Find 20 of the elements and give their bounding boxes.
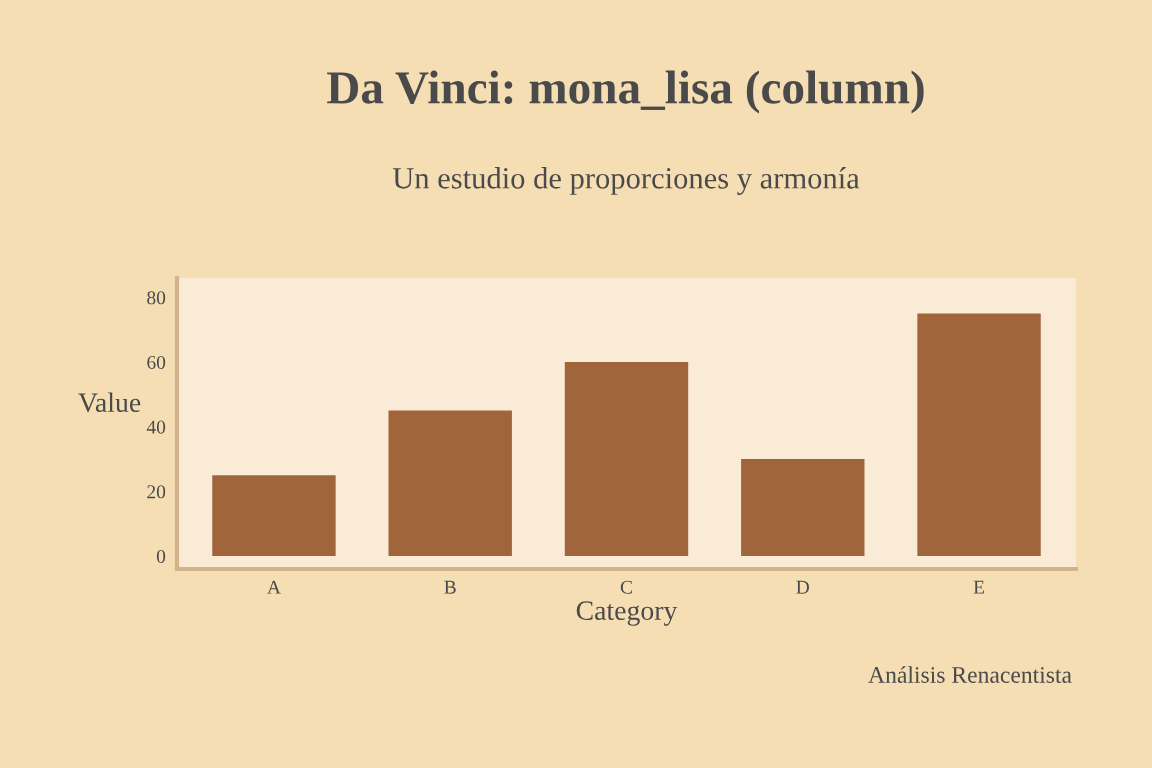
- bar: [564, 362, 689, 557]
- bar: [917, 313, 1041, 557]
- y-tick-label: 60: [147, 355, 166, 369]
- text: Análisis Renacentista: [868, 666, 1072, 683]
- x-tick-label: D: [796, 580, 810, 594]
- x-tick-label: A: [267, 580, 281, 594]
- y-tick-label: 40: [146, 420, 166, 434]
- x-axis-title: Category: [576, 601, 678, 626]
- chart-subtitle: Un estudio de proporciones y armonía: [392, 167, 860, 195]
- y-tick-label: 0: [156, 549, 166, 563]
- bar: [741, 459, 865, 557]
- x-tick-label: E: [973, 580, 985, 594]
- y-tick-label: 20: [147, 485, 166, 499]
- y-axis-title: Value: [78, 392, 141, 413]
- x-tick-label: C: [620, 580, 632, 594]
- bar: [388, 410, 512, 557]
- bar: [212, 475, 336, 557]
- y-tick-label: 80: [147, 291, 166, 305]
- x-tick-label: B: [444, 580, 456, 594]
- chart-title: Da Vinci: mona_lisa (column): [327, 70, 924, 114]
